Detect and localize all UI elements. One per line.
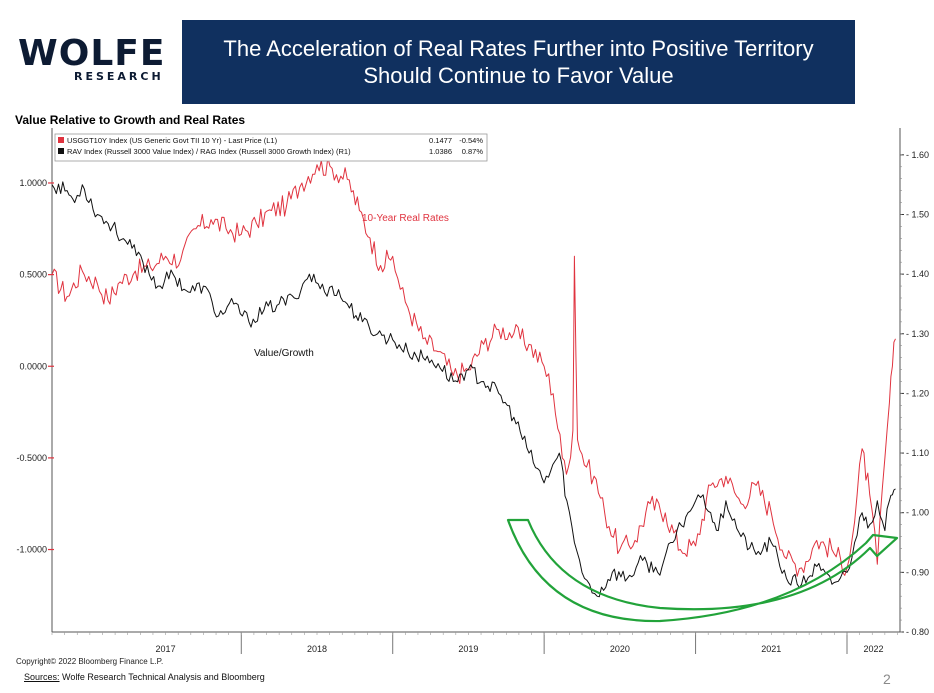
left-axis-tick-label: 0.0000 — [19, 361, 47, 371]
page-number: 2 — [883, 671, 891, 687]
legend-box — [54, 133, 488, 162]
right-axis-tick-label: - 1.40 — [906, 269, 929, 279]
chart-title: Value Relative to Growth and Real Rates — [15, 113, 246, 127]
legend-series-label: RAV Index (Russell 3000 Value Index) / R… — [67, 147, 351, 156]
x-axis-year-label: 2021 — [761, 644, 781, 654]
slide-title-line-1: The Acceleration of Real Rates Further i… — [223, 36, 814, 61]
u-shape-arrow — [506, 518, 899, 623]
real-rate-series-line — [52, 156, 896, 577]
value-growth-real-rates-chart: 1.0000 0.5000 0.0000 -0.5000 -1.0000 - 1.60 - … — [16, 128, 929, 654]
left-axis-tick-label: -1.0000 — [16, 545, 47, 555]
x-axis-year-label: 2022 — [863, 644, 883, 654]
slide-title-line-2: Should Continue to Favor Value — [363, 63, 674, 88]
value-growth-annotation: Value/Growth — [254, 348, 314, 359]
x-axis-year-label: 2018 — [307, 644, 327, 654]
right-axis-tick-label: - 0.80 — [906, 627, 929, 637]
wolfe-research-logo: WOLFE RESEARCH — [14, 34, 164, 90]
legend-change-value: -0.54% — [459, 136, 483, 145]
sources-text: Wolfe Research Technical Analysis and Bl… — [59, 672, 265, 682]
right-axis-tick-label: - 1.10 — [906, 448, 929, 458]
right-axis-tick-label: - 1.30 — [906, 329, 929, 339]
x-axis-year-label: 2019 — [458, 644, 478, 654]
value-growth-series-line — [52, 181, 896, 598]
sources-line: Sources: Wolfe Research Technical Analys… — [24, 672, 265, 682]
logo-wordmark: WOLFE — [18, 33, 166, 74]
x-axis-year-label: 2020 — [610, 644, 630, 654]
right-axis-tick-label: - 1.50 — [906, 209, 929, 219]
left-axis-tick-label: 0.5000 — [19, 270, 47, 280]
left-axis-tick-label: -0.5000 — [16, 453, 47, 463]
logo-subtitle: RESEARCH — [74, 70, 164, 83]
legend-last-value: 0.1477 — [429, 136, 452, 145]
left-axis-tick-label: 1.0000 — [19, 178, 47, 188]
real-rate-annotation: 10-Year Real Rates — [362, 213, 449, 224]
right-axis-tick-label: - 0.90 — [906, 567, 929, 577]
legend-swatch-value-growth — [58, 148, 64, 154]
slide-title-banner: The Acceleration of Real Rates Further i… — [182, 20, 855, 104]
copyright-notice: Copyright© 2022 Bloomberg Finance L.P. — [16, 657, 164, 666]
legend-swatch-real-rate — [58, 137, 64, 143]
right-axis-tick-label: - 1.00 — [906, 508, 929, 518]
legend-last-value: 1.0386 — [429, 147, 452, 156]
right-axis-tick-label: - 1.20 — [906, 388, 929, 398]
sources-label: Sources: — [24, 672, 60, 682]
legend-series-label: USGGT10Y Index (US Generic Govt TII 10 Y… — [67, 136, 278, 145]
legend-change-value: 0.87% — [462, 147, 484, 156]
x-axis-year-label: 2017 — [156, 644, 176, 654]
right-axis-tick-label: - 1.60 — [906, 150, 929, 160]
